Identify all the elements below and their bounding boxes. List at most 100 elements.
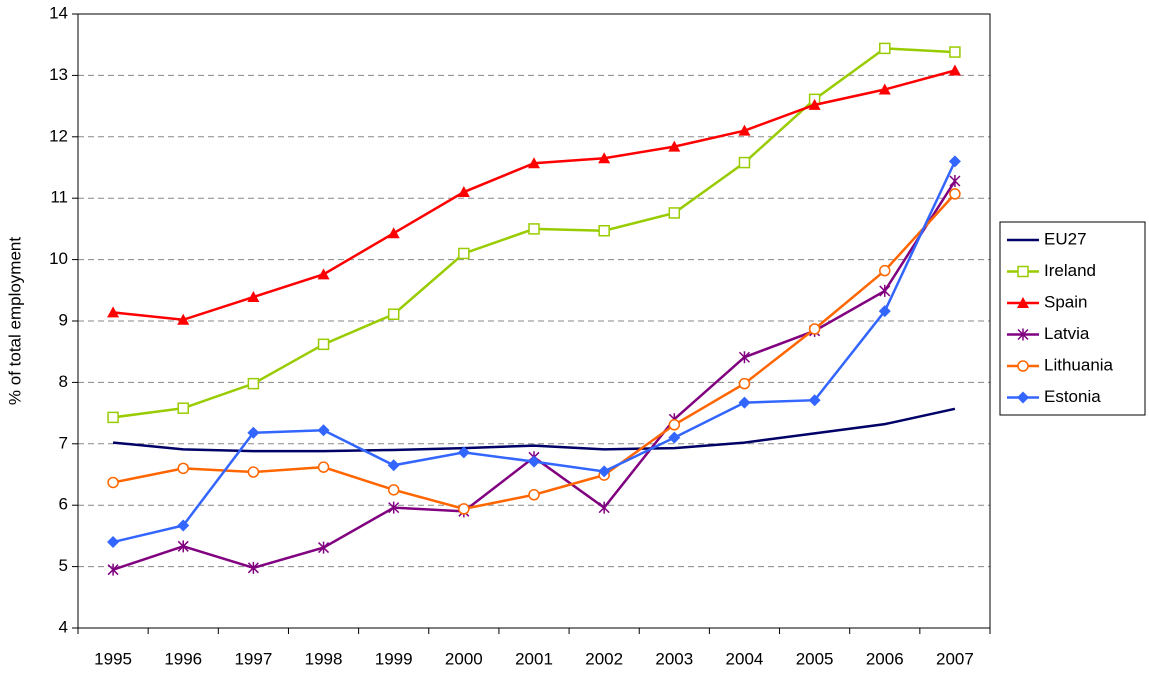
legend-label: Ireland	[1044, 261, 1096, 280]
marker	[387, 227, 400, 239]
y-tick-label: 12	[49, 126, 68, 145]
marker	[1017, 391, 1029, 404]
x-tick-label: 1999	[375, 649, 413, 668]
marker	[879, 42, 891, 55]
marker	[107, 411, 119, 424]
y-tick-label: 11	[50, 188, 68, 207]
marker	[317, 268, 330, 280]
marker	[808, 394, 821, 407]
y-axis-title: % of total employment	[5, 237, 24, 405]
marker	[738, 351, 750, 364]
marker	[948, 64, 961, 76]
y-tick-label: 7	[59, 433, 68, 452]
marker	[317, 338, 330, 351]
marker	[317, 424, 330, 437]
series-line	[112, 407, 956, 453]
marker	[948, 155, 961, 168]
series-line	[112, 69, 956, 322]
marker	[598, 501, 610, 514]
marker	[388, 501, 400, 514]
marker	[949, 188, 961, 200]
marker	[247, 561, 259, 574]
marker	[808, 323, 821, 335]
marker	[177, 540, 189, 553]
x-tick-label: 2006	[866, 649, 904, 668]
marker	[598, 152, 611, 164]
marker	[528, 157, 540, 169]
x-tick-label: 2003	[655, 649, 693, 668]
y-tick-label: 5	[59, 556, 68, 575]
marker	[1017, 328, 1029, 341]
y-tick-label: 8	[59, 372, 68, 391]
marker	[177, 313, 190, 325]
marker	[457, 186, 470, 198]
x-tick-label: 2005	[796, 649, 834, 668]
marker	[177, 519, 190, 532]
plot-frame	[77, 13, 991, 629]
x-tick-label: 2000	[445, 649, 483, 668]
marker	[808, 98, 821, 110]
x-tick-label: 1996	[164, 649, 202, 668]
y-tick-label: 14	[49, 3, 68, 22]
marker	[177, 402, 189, 414]
legend-label: Estonia	[1044, 387, 1101, 406]
marker	[738, 124, 751, 136]
marker	[247, 426, 260, 439]
marker	[949, 46, 961, 58]
x-tick-label: 2002	[585, 649, 623, 668]
x-tick-label: 2007	[936, 649, 974, 668]
marker	[387, 459, 400, 472]
marker	[598, 465, 611, 478]
marker	[318, 541, 330, 554]
marker	[107, 476, 119, 489]
marker	[247, 377, 260, 390]
marker	[668, 431, 681, 444]
legend-label: Latvia	[1044, 324, 1090, 343]
y-tick-label: 4	[59, 617, 68, 636]
x-tick-label: 1997	[234, 649, 272, 668]
x-tick-label: 2004	[726, 649, 764, 668]
marker	[668, 419, 681, 431]
marker	[387, 484, 400, 496]
marker	[458, 503, 470, 515]
legend-label: EU27	[1044, 229, 1087, 248]
marker	[458, 247, 470, 260]
marker	[107, 563, 119, 576]
marker	[528, 223, 540, 235]
marker	[878, 83, 891, 95]
y-tick-label: 10	[49, 249, 68, 268]
marker	[668, 207, 681, 219]
marker	[949, 175, 961, 188]
marker	[457, 446, 470, 459]
marker	[528, 455, 540, 468]
series-line	[112, 160, 957, 544]
marker	[1017, 360, 1029, 372]
marker	[879, 284, 891, 297]
y-tick-label: 6	[59, 495, 68, 514]
marker	[1017, 265, 1029, 278]
marker	[107, 306, 120, 318]
marker	[317, 461, 330, 473]
marker	[247, 291, 260, 303]
marker	[247, 466, 260, 478]
marker	[738, 396, 751, 409]
marker	[738, 156, 751, 169]
marker	[107, 536, 120, 549]
legend-label: Spain	[1044, 292, 1087, 311]
marker	[387, 308, 400, 320]
y-tick-label: 9	[59, 310, 68, 329]
marker	[528, 489, 540, 501]
x-tick-label: 1998	[305, 649, 343, 668]
marker	[668, 140, 681, 152]
legend-label: Lithuania	[1044, 355, 1114, 374]
series-line	[112, 180, 956, 571]
x-tick-label: 2001	[515, 649, 553, 668]
marker	[598, 224, 610, 237]
marker	[878, 305, 891, 318]
y-tick-label: 13	[49, 65, 68, 84]
marker	[738, 377, 751, 390]
legend-box	[999, 221, 1146, 416]
marker	[1017, 297, 1029, 308]
x-tick-label: 1995	[94, 649, 132, 668]
